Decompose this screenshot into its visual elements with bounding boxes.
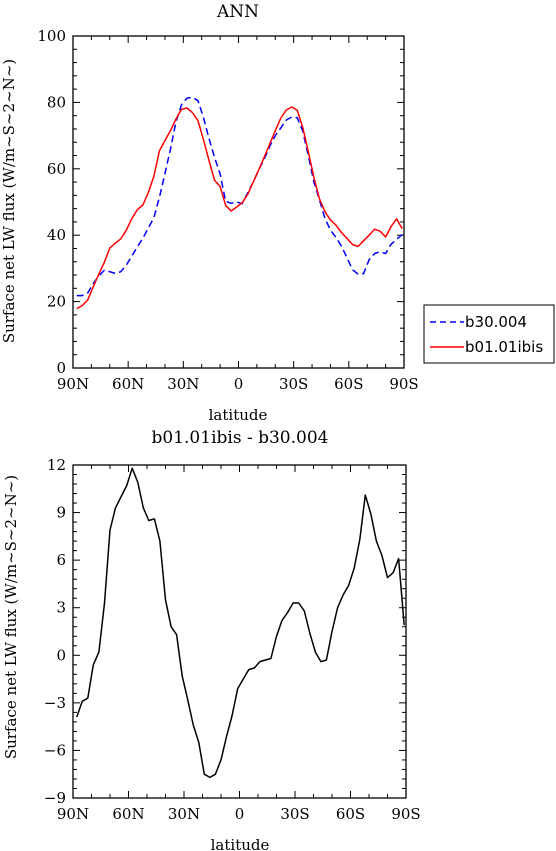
plot-frame <box>72 464 407 799</box>
y-tick-label: 12 <box>47 456 66 474</box>
y-tick-label: −9 <box>44 789 66 807</box>
y-tick-label: 3 <box>56 599 66 617</box>
y-tick-label: 60 <box>47 160 66 178</box>
bottom-y-axis-title: Surface net LW flux (W/m~S~2~N~) <box>2 475 20 759</box>
y-tick-label: 0 <box>56 359 66 377</box>
top-y-axis-title: Surface net LW flux (W/m~S~2~N~) <box>0 59 18 343</box>
y-tick-label: 0 <box>56 646 66 664</box>
x-tick-label: 60N <box>112 805 144 823</box>
bottom-chart-title: b01.01ibis - b30.004 <box>152 428 329 448</box>
x-tick-label: 90N <box>57 375 89 393</box>
bottom-axes: 90N 60N 30N 0 30S 60S 90S −9 −6 −3 0 3 6 9 12 <box>44 456 421 823</box>
top-chart-title: ANN <box>216 2 259 22</box>
x-tick-label: 90S <box>391 805 420 823</box>
x-tick-label: 60S <box>334 375 363 393</box>
x-tick-label: 60S <box>336 805 365 823</box>
top-plot-lines <box>76 96 403 310</box>
y-tick-label: 80 <box>47 93 66 111</box>
series-line-b30-004 <box>76 96 403 297</box>
top-panel: ANN latitude Surface net LW flux (W/m~S~… <box>0 2 419 424</box>
legend: b30.004 b01.01ibis <box>423 304 555 364</box>
x-tick-label: 90S <box>389 375 418 393</box>
y-tick-label: 20 <box>47 293 66 311</box>
bottom-panel: b01.01ibis - b30.004 latitude Surface ne… <box>2 428 421 851</box>
bottom-x-axis-title: latitude <box>211 836 270 851</box>
legend-label-b30-004: b30.004 <box>465 313 527 331</box>
y-tick-label: −3 <box>44 694 66 712</box>
y-tick-label: 9 <box>56 504 66 522</box>
x-tick-label: 0 <box>235 805 245 823</box>
y-tick-label: 100 <box>37 27 66 45</box>
x-tick-label: 60N <box>112 375 144 393</box>
bottom-plot-lines <box>75 467 405 779</box>
series-line-b01-01ibis <box>76 106 403 310</box>
x-tick-label: 30S <box>280 805 309 823</box>
series-line-difference <box>75 467 405 779</box>
x-tick-label: 30N <box>168 805 200 823</box>
y-tick-label: 40 <box>47 226 66 244</box>
x-tick-label: 0 <box>234 375 244 393</box>
legend-box <box>423 304 555 364</box>
y-tick-label: −6 <box>44 741 66 759</box>
top-x-axis-title: latitude <box>209 406 268 424</box>
x-tick-label: 30N <box>167 375 199 393</box>
legend-label-b01-01ibis: b01.01ibis <box>465 338 543 356</box>
x-tick-label: 90N <box>57 805 89 823</box>
top-axes: 90N 60N 30N 0 30S 60S 90S 0 20 40 60 80 100 <box>37 27 418 393</box>
y-tick-label: 6 <box>56 551 66 569</box>
x-tick-label: 30S <box>279 375 308 393</box>
